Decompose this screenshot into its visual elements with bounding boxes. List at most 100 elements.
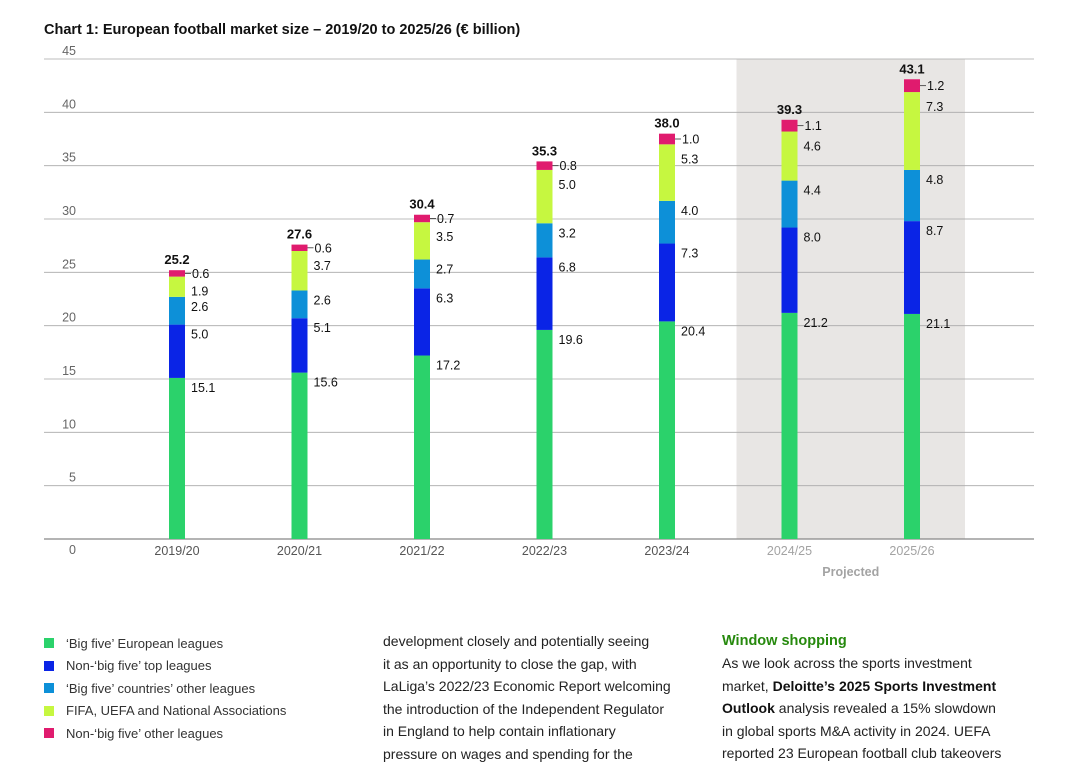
data-label: 1.0 [682,133,699,147]
data-label: 3.2 [559,226,576,240]
bar-segment [904,92,920,170]
bar-segment [292,373,308,539]
legend-item-non-big-five-top: Non-‘big five’ top leagues [44,655,286,678]
legend-label: ‘Big five’ countries’ other leagues [66,681,255,696]
data-label: 2.6 [314,293,331,307]
data-label: 8.7 [926,224,943,238]
text-line: in global sports M&A activity in 2024. U… [722,720,1052,743]
data-label: 15.6 [314,376,338,390]
bar-segment [782,132,798,181]
data-label: 6.3 [436,291,453,305]
data-label: 7.3 [681,247,698,261]
bar-segment [904,314,920,539]
data-label: 5.1 [314,321,331,335]
y-tick-label: 5 [69,471,76,485]
body-text-middle: development closely and potentially seei… [383,630,703,765]
stacked-bar-chart: Projected05101520253035404515.15.02.61.9… [0,0,1077,600]
bar-segment [169,270,185,276]
x-tick-label: 2020/21 [277,544,322,558]
data-label: 1.2 [927,79,944,93]
legend-label: FIFA, UEFA and National Associations [66,703,286,718]
data-label: 5.0 [559,178,576,192]
total-label: 25.2 [164,252,189,267]
data-label: 4.0 [681,204,698,218]
data-label: 7.3 [926,100,943,114]
bar-segment [169,378,185,539]
chart-legend: ‘Big five’ European leagues Non-‘big fiv… [44,632,286,745]
bar-segment [782,228,798,313]
data-label: 0.7 [437,212,454,226]
legend-label: Non-‘big five’ other leagues [66,726,223,741]
bar-segment [782,313,798,539]
data-label: 1.1 [805,119,822,133]
y-tick-label: 30 [62,204,76,218]
bar-segment [904,221,920,314]
data-label: 3.7 [314,259,331,273]
bar-segment [904,170,920,221]
text-line: Outlook analysis revealed a 15% slowdown [722,697,1052,720]
data-label: 21.1 [926,317,950,331]
x-tick-label: 2023/24 [644,544,689,558]
y-tick-label: 25 [62,257,76,271]
data-label: 1.9 [191,285,208,299]
body-text-right: Window shopping As we look across the sp… [722,630,1052,765]
bar-segment [659,134,675,145]
bar-segment [782,181,798,228]
bar-segment [414,356,430,539]
bar-segment [169,325,185,378]
data-label: 4.6 [804,140,821,154]
total-label: 30.4 [409,197,435,212]
text-line: pressure on wages and spending for the [383,743,703,765]
total-label: 27.6 [287,227,312,242]
data-label: 5.3 [681,152,698,166]
text-line: development closely and potentially seei… [383,630,703,653]
bar-segment [537,170,553,223]
bar-segment [659,244,675,322]
text-line: LaLiga’s 2022/23 Economic Report welcomi… [383,675,703,698]
legend-item-big-five-other: ‘Big five’ countries’ other leagues [44,677,286,700]
bar-segment [537,161,553,170]
data-label: 19.6 [559,333,583,347]
y-tick-label: 35 [62,151,76,165]
data-label: 17.2 [436,359,460,373]
y-tick-label: 0 [69,543,76,557]
legend-item-fifa-uefa: FIFA, UEFA and National Associations [44,700,286,723]
bar-segment [414,288,430,355]
legend-item-non-big-five-other: Non-‘big five’ other leagues [44,722,286,745]
projected-label: Projected [822,565,879,579]
total-label: 35.3 [532,143,557,158]
data-label: 20.4 [681,324,705,338]
y-tick-label: 15 [62,364,76,378]
data-label: 8.0 [804,231,821,245]
legend-swatch [44,683,54,693]
data-label: 4.8 [926,173,943,187]
data-label: 5.0 [191,328,208,342]
x-tick-label: 2021/22 [399,544,444,558]
bar-segment [782,120,798,132]
text-line: reported 23 European football club takeo… [722,742,1052,765]
text-span: analysis revealed a 15% slowdown [775,700,996,716]
report-title-bold: Outlook [722,700,775,716]
legend-swatch [44,706,54,716]
bar-segment [292,290,308,318]
bar-segment [169,277,185,297]
y-tick-label: 40 [62,97,76,111]
legend-swatch [44,661,54,671]
projected-region [737,59,966,539]
x-tick-label: 2025/26 [889,544,934,558]
bar-segment [537,223,553,257]
text-line: it as an opportunity to close the gap, w… [383,653,703,676]
text-line: in England to help contain inflationary [383,720,703,743]
bar-segment [414,215,430,222]
legend-label: Non-‘big five’ top leagues [66,658,212,673]
data-label: 21.2 [804,316,828,330]
data-label: 0.6 [315,241,332,255]
text-line: As we look across the sports investment [722,652,1052,675]
x-tick-label: 2019/20 [154,544,199,558]
bar-segment [904,79,920,92]
text-line: the introduction of the Independent Regu… [383,698,703,721]
text-span: market, [722,678,773,694]
legend-item-big-five: ‘Big five’ European leagues [44,632,286,655]
bar-segment [659,144,675,201]
text-line: market, Deloitte’s 2025 Sports Investmen… [722,675,1052,698]
